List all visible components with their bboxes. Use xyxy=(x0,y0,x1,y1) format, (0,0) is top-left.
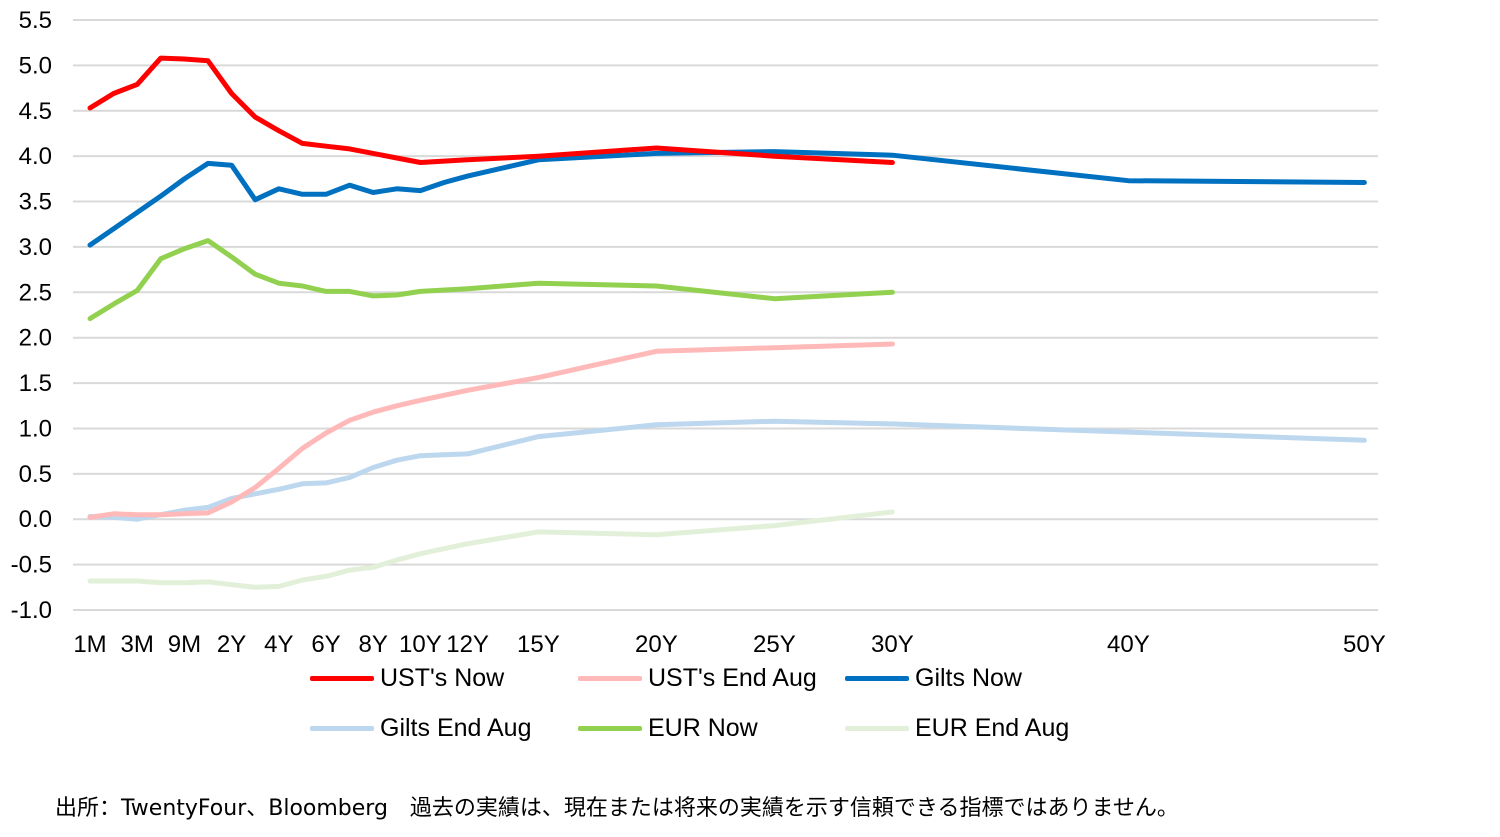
x-tick-label: 8Y xyxy=(359,631,388,658)
y-tick-label: 4.5 xyxy=(19,98,52,125)
x-tick-label: 3M xyxy=(121,631,154,658)
x-tick-label: 20Y xyxy=(635,631,678,658)
series-line-gilts-end-aug xyxy=(87,418,1367,522)
x-tick-label: 10Y xyxy=(399,631,442,658)
legend-swatch xyxy=(310,726,374,731)
source-footnote: 出所：TwentyFour、Bloomberg 過去の実績は、現在または将来の実… xyxy=(55,796,1179,821)
legend-swatch xyxy=(310,676,374,681)
legend-label: EUR Now xyxy=(648,714,758,742)
x-tick-label: 25Y xyxy=(753,631,796,658)
x-tick-label: 6Y xyxy=(311,631,340,658)
y-tick-label: 5.5 xyxy=(19,7,52,34)
x-axis-ticks: 1M 3M 9M 2Y 4Y 6Y 8Y 10Y 12Y 15Y 20Y 25Y 30Y 40Y 50Y xyxy=(73,631,1385,658)
legend-item-gilts-now: Gilts Now xyxy=(845,664,1022,693)
y-tick-label: -1.0 xyxy=(11,597,52,624)
legend-label: Gilts End Aug xyxy=(380,714,532,742)
series-line-eur-now xyxy=(87,238,895,322)
y-tick-label: 0.0 xyxy=(19,506,52,533)
series-line-gilts-now xyxy=(87,149,1367,248)
x-tick-label: 40Y xyxy=(1107,631,1150,658)
x-tick-label: 2Y xyxy=(217,631,246,658)
legend-item-eur-now: EUR Now xyxy=(578,714,758,743)
y-tick-label: 1.0 xyxy=(19,415,52,442)
legend-item-ust-end-aug: UST's End Aug xyxy=(578,664,817,693)
legend-label: UST's Now xyxy=(380,664,505,692)
legend-label: EUR End Aug xyxy=(915,714,1070,742)
x-tick-label: 50Y xyxy=(1343,631,1386,658)
y-tick-label: -0.5 xyxy=(11,552,52,579)
y-axis-ticks: 5.5 5.0 4.5 4.0 3.5 3.0 2.5 2.0 1.5 1.0 0.5 0.0 -0.5… xyxy=(11,7,52,624)
series-line-ust-s-now xyxy=(87,55,895,165)
legend-label: Gilts Now xyxy=(915,664,1022,692)
y-tick-label: 4.0 xyxy=(19,143,52,170)
gridlines xyxy=(73,19,1378,611)
legend-item-eur-end-aug: EUR End Aug xyxy=(845,714,1069,743)
x-tick-label: 15Y xyxy=(517,631,560,658)
yield-curve-chart: 5.5 5.0 4.5 4.0 3.5 3.0 2.5 2.0 1.5 1.0 0.5 0.0 -0.5… xyxy=(11,7,1386,658)
legend-swatch xyxy=(845,676,909,681)
legend-swatch xyxy=(845,726,909,731)
y-tick-label: 0.5 xyxy=(19,461,52,488)
x-tick-label: 30Y xyxy=(871,631,914,658)
series-line-ust-s-end-aug xyxy=(87,341,895,520)
y-tick-label: 5.0 xyxy=(19,52,52,79)
series-lines xyxy=(87,55,1367,590)
legend-item-ust-now: UST's Now xyxy=(310,664,504,693)
x-tick-label: 1M xyxy=(73,631,106,658)
legend-swatch xyxy=(578,726,642,731)
x-tick-label: 9M xyxy=(168,631,201,658)
legend-label: UST's End Aug xyxy=(648,664,817,692)
x-tick-label: 12Y xyxy=(446,631,489,658)
legend-item-gilts-end-aug: Gilts End Aug xyxy=(310,714,531,743)
y-tick-label: 3.0 xyxy=(19,234,52,261)
y-tick-label: 1.5 xyxy=(19,370,52,397)
y-tick-label: 3.5 xyxy=(19,189,52,216)
legend-swatch xyxy=(578,676,642,681)
x-tick-label: 4Y xyxy=(264,631,293,658)
series-line-eur-end-aug xyxy=(87,509,895,590)
y-tick-label: 2.0 xyxy=(19,325,52,352)
y-tick-label: 2.5 xyxy=(19,279,52,306)
